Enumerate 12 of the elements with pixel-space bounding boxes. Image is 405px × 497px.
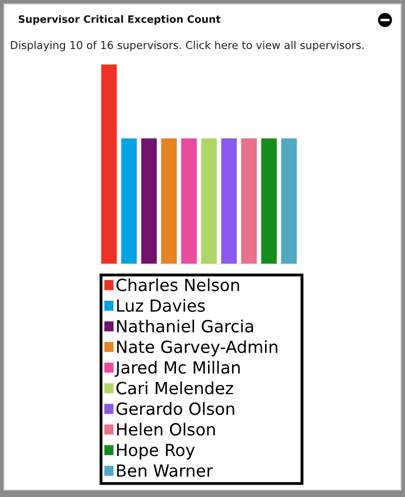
legend-label: Ben Warner: [117, 464, 213, 477]
chart-subtitle: Displaying 10 of 16 supervisors. Click here to view all supervisors.: [11, 40, 364, 52]
legend-label: Nate Garvey-Admin: [117, 340, 278, 356]
legend-label: Helen Olson: [117, 422, 215, 436]
legend-label: Charles Nelson: [116, 278, 240, 292]
legend-label: Jared Mc Millan: [114, 360, 240, 377]
legend-label: Gerardo Olson: [116, 402, 234, 416]
legend-label: Luz Davies: [117, 298, 205, 312]
legend-label: Cari Melendez: [116, 381, 234, 394]
legend-label: Nathaniel Garcia: [117, 320, 253, 332]
legend-label: Hope Roy: [117, 444, 195, 460]
chart-title: Supervisor Critical Exception Count: [18, 15, 220, 25]
